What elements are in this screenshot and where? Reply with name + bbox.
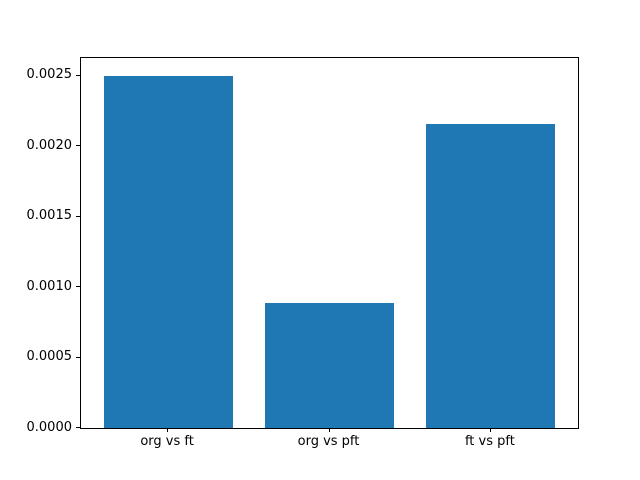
y-tick-label: 0.0010 [26,278,73,294]
y-tick-label: 0.0025 [26,67,73,83]
x-tick-label: ft vs pft [464,434,515,449]
y-tick-mark [76,145,80,147]
bar-ft-vs-pft [426,123,556,428]
x-tick-label: org vs ft [140,434,194,449]
y-tick-label: 0.0000 [26,419,73,435]
y-tick-mark [76,286,80,287]
y-tick-label: 0.0020 [26,137,73,153]
bar-org-vs-pft [265,302,395,428]
x-tick-mark [328,428,330,432]
y-tick-mark [76,215,80,217]
y-tick-mark [76,356,80,358]
x-tick-mark [167,428,169,432]
y-tick-mark [76,427,80,428]
y-tick-label: 0.0015 [26,208,73,224]
y-tick-label: 0.0005 [26,349,73,364]
plot-area [80,57,579,429]
x-tick-label: org vs pft [297,434,360,449]
bar-org-vs-ft [103,75,233,428]
y-tick-mark [76,74,80,76]
x-tick-mark [489,428,491,432]
